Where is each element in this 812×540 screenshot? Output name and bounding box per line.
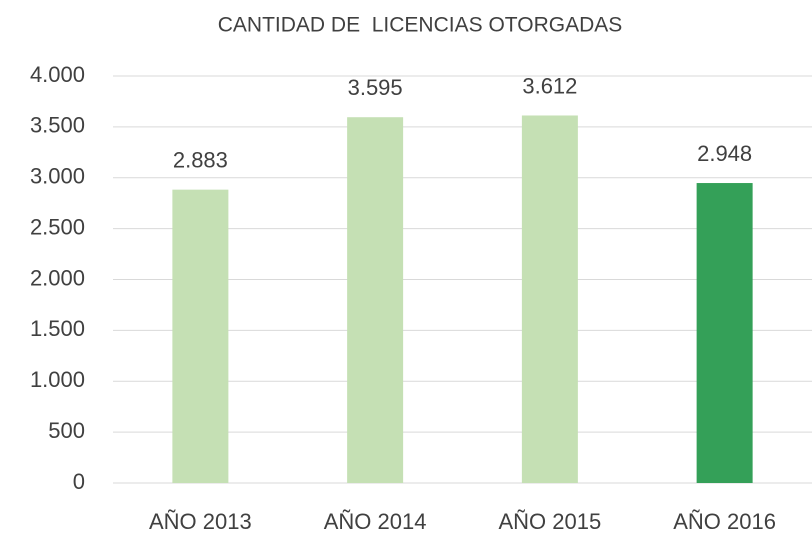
data-label: 2.883 [173, 147, 228, 172]
y-tick-label: 3.500 [30, 113, 85, 138]
bar [347, 117, 404, 484]
y-tick-label: 1.000 [30, 367, 85, 392]
x-tick-label: AÑO 2013 [149, 509, 252, 534]
y-tick-label: 2.500 [30, 214, 85, 239]
x-tick-label: AÑO 2016 [673, 509, 776, 534]
x-tick-label: AÑO 2014 [324, 509, 427, 534]
data-label: 3.612 [522, 73, 577, 98]
bar [172, 189, 229, 483]
x-tick-label: AÑO 2015 [499, 509, 602, 534]
y-tick-label: 0 [73, 469, 85, 494]
chart-title: CANTIDAD DE LICENCIAS OTORGADAS [218, 14, 623, 37]
bar [696, 183, 753, 483]
data-label: 2.948 [697, 141, 752, 166]
data-label: 3.595 [348, 75, 403, 100]
y-tick-label: 500 [48, 418, 85, 443]
y-tick-label: 4.000 [30, 62, 85, 87]
y-tick-label: 1.500 [30, 316, 85, 341]
y-tick-label: 3.000 [30, 164, 85, 189]
bar [521, 115, 578, 483]
y-tick-label: 2.000 [30, 265, 85, 290]
